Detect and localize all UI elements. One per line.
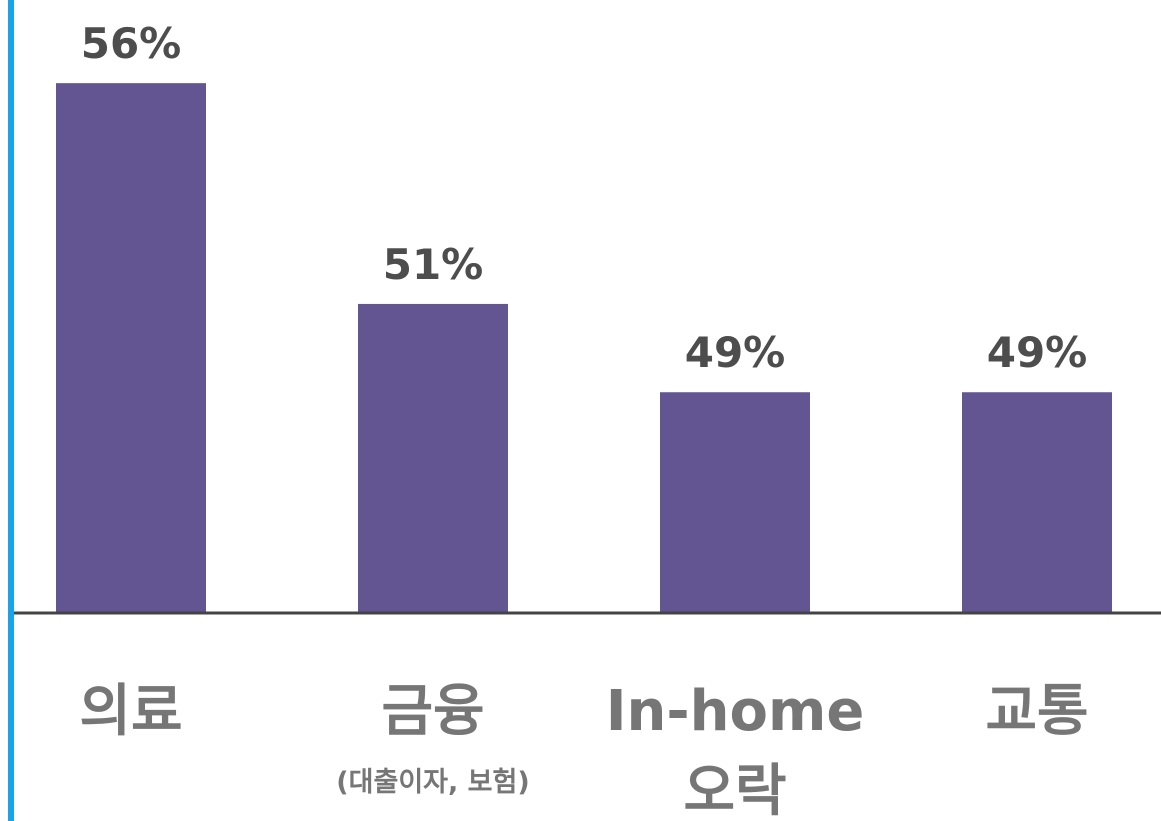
category-label: 의료: [79, 679, 183, 744]
value-label: 49%: [685, 328, 786, 377]
value-label: 49%: [987, 328, 1088, 377]
value-label: 51%: [383, 240, 484, 289]
side-accent: [8, 0, 14, 821]
bar: [56, 83, 206, 613]
bar: [358, 303, 508, 613]
bar: [660, 392, 810, 613]
value-label: 56%: [81, 19, 182, 68]
bar: [962, 392, 1112, 613]
category-label: 교통: [985, 679, 1089, 744]
category-label: 금융: [381, 679, 485, 744]
category-note: (대출이자, 보험): [336, 767, 530, 798]
category-label: In-home 오락: [605, 679, 865, 821]
